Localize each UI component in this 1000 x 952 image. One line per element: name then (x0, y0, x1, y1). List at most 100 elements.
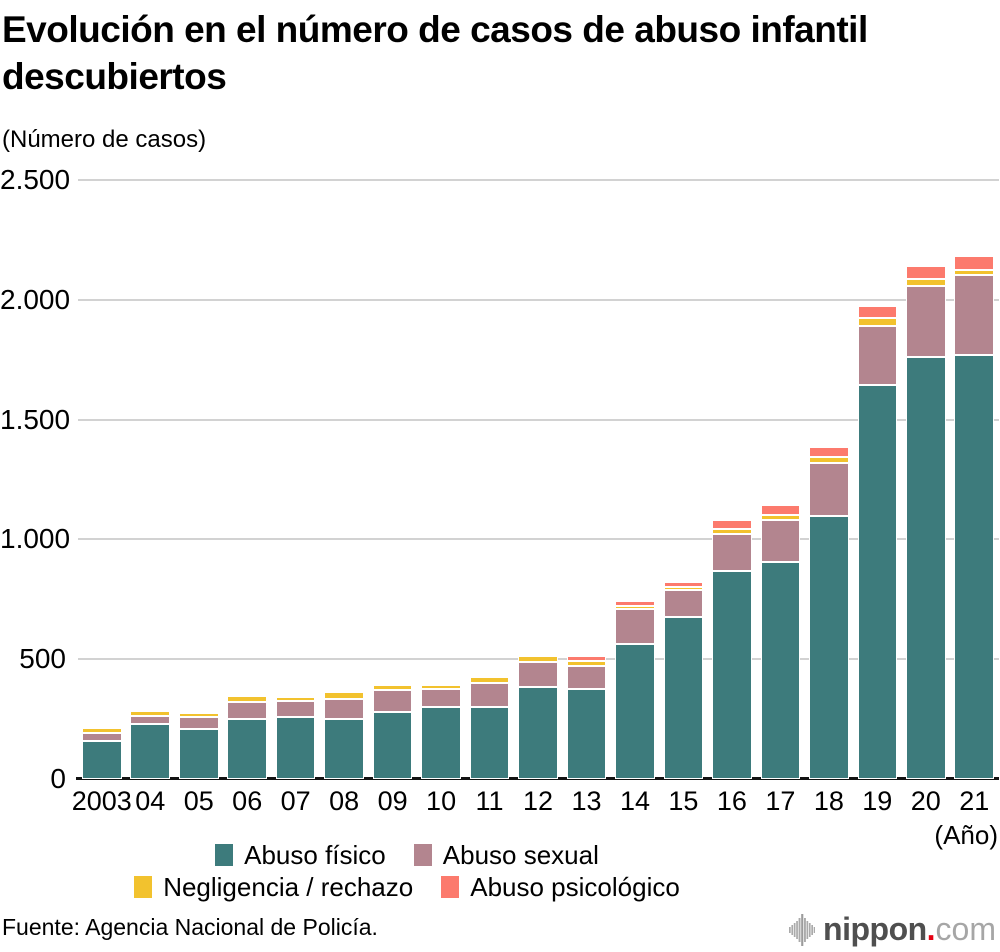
y-tick-label: 0 (50, 763, 66, 794)
bar-2003 (82, 180, 122, 779)
bar-segment-abuso-sexual (275, 701, 316, 718)
bar-segment-negligencia-rechazo (663, 586, 704, 590)
bar-17 (760, 180, 801, 779)
bar-segment-negligencia-rechazo (518, 656, 558, 662)
chart-subtitle: (Número de casos) (2, 126, 207, 153)
bar-segment-abuso-fisico (760, 562, 801, 779)
bar-segment-abuso-sexual (809, 462, 849, 516)
y-axis: 0 500 1.000 1.500 2.000 2.500 (0, 165, 71, 794)
bar-segment-abuso-fisico (227, 719, 267, 779)
bar-segment-negligencia-rechazo (857, 318, 898, 327)
bar-segment-abuso-fisico (954, 354, 995, 779)
bar-segment-abuso-sexual (518, 661, 558, 687)
bar-06 (227, 180, 267, 779)
bar-segment-abuso-fisico (130, 724, 171, 779)
bar-segment-abuso-fisico (663, 616, 704, 779)
x-tick-label: 06 (232, 786, 263, 816)
legend-item: Abuso psicológico (441, 872, 680, 903)
bar-segment-abuso-sexual (469, 682, 510, 707)
bar-14 (615, 180, 655, 779)
x-tick-label: 19 (862, 786, 893, 816)
x-tick-label: 13 (571, 786, 602, 816)
bar-segment-abuso-sexual (760, 520, 801, 563)
bar-segment-abuso-fisico (469, 706, 510, 779)
x-tick-label: 09 (377, 786, 408, 816)
legend-swatch (441, 876, 460, 898)
bar-segment-abuso-psicologico (615, 601, 655, 606)
legend-row: Negligencia / rechazo Abuso psicológico (0, 872, 814, 902)
legend-label: Abuso psicológico (470, 871, 680, 902)
bar-segment-abuso-sexual (905, 286, 946, 358)
bar-segment-negligencia-rechazo (615, 605, 655, 610)
x-tick-label: 05 (183, 786, 214, 816)
bar-segment-negligencia-rechazo (566, 660, 607, 666)
bar-segment-negligencia-rechazo (227, 695, 267, 702)
x-tick-label: 08 (329, 786, 360, 816)
bar-segment-abuso-fisico (82, 740, 122, 779)
bar-segment-abuso-psicologico (663, 582, 704, 587)
x-tick-label: 12 (522, 786, 554, 816)
bar-segment-abuso-psicologico (809, 447, 849, 458)
bar-segment-abuso-sexual (566, 665, 607, 690)
bar-segment-negligencia-rechazo (469, 676, 510, 683)
y-tick-label: 1.500 (0, 403, 71, 435)
legend-swatch (413, 844, 432, 866)
x-tick-label: 21 (959, 786, 990, 816)
bar-segment-abuso-sexual (227, 701, 267, 720)
bar-07 (275, 180, 316, 779)
bar-segment-abuso-sexual (615, 609, 655, 644)
x-tick-label: 04 (135, 786, 166, 816)
gridline (78, 298, 999, 301)
bar-segment-negligencia-rechazo (275, 696, 316, 702)
bar-segment-abuso-sexual (82, 733, 122, 741)
soundwave-icon (789, 913, 816, 946)
bar-segment-abuso-fisico (905, 357, 946, 779)
bar-15 (663, 180, 704, 779)
x-tick-label: 16 (716, 786, 747, 816)
bar-13 (566, 180, 607, 779)
bar-segment-abuso-psicologico (905, 266, 946, 279)
bar-segment-abuso-psicologico (518, 653, 558, 657)
bar-segment-abuso-sexual (130, 716, 171, 725)
logo-text-nippon: nippon (823, 911, 927, 947)
legend-item: Abuso físico (215, 840, 386, 871)
bar-segment-negligencia-rechazo (954, 270, 995, 275)
bar-segment-abuso-psicologico (954, 256, 995, 271)
bar-16 (712, 180, 752, 779)
bar-segment-abuso-fisico (178, 729, 219, 779)
bar-10 (421, 180, 461, 779)
x-axis-unit-label: (Año) (934, 820, 998, 850)
bar-segment-abuso-fisico (421, 707, 461, 779)
bar-segment-abuso-sexual (857, 326, 898, 385)
legend-swatch (215, 844, 234, 866)
bar-segment-abuso-sexual (663, 589, 704, 617)
y-tick-label: 500 (19, 643, 66, 675)
bar-segment-abuso-fisico (615, 643, 655, 779)
y-tick-label: 2.000 (0, 283, 71, 315)
bar-segment-abuso-psicologico (712, 519, 752, 530)
bar-12 (518, 180, 558, 779)
bar-04 (130, 180, 171, 779)
legend-label: Negligencia / rechazo (163, 871, 414, 902)
legend-item: Negligencia / rechazo (134, 872, 413, 903)
chart-legend: Abuso físico Abuso sexual Negligencia / re… (0, 840, 814, 904)
bar-21 (954, 180, 995, 779)
page-title: Evolución en el número de casos de abuso… (2, 9, 868, 97)
bar-08 (324, 180, 364, 779)
bar-19 (857, 180, 898, 779)
bar-segment-abuso-sexual (954, 274, 995, 355)
bar-segment-negligencia-rechazo (905, 278, 946, 287)
bar-segment-abuso-sexual (421, 689, 461, 708)
x-tick-label: 07 (280, 786, 311, 816)
bar-05 (178, 180, 219, 779)
bar-segment-abuso-sexual (372, 689, 413, 712)
bar-segment-abuso-sexual (712, 534, 752, 571)
bar-09 (372, 180, 413, 779)
bar-segment-abuso-fisico (857, 384, 898, 779)
x-tick-label: 17 (765, 786, 796, 816)
bar-segment-negligencia-rechazo (809, 457, 849, 463)
bar-11 (469, 180, 510, 779)
bar-segment-negligencia-rechazo (324, 692, 364, 699)
bar-segment-negligencia-rechazo (372, 685, 413, 690)
y-tick-label: 2.500 (0, 164, 71, 195)
